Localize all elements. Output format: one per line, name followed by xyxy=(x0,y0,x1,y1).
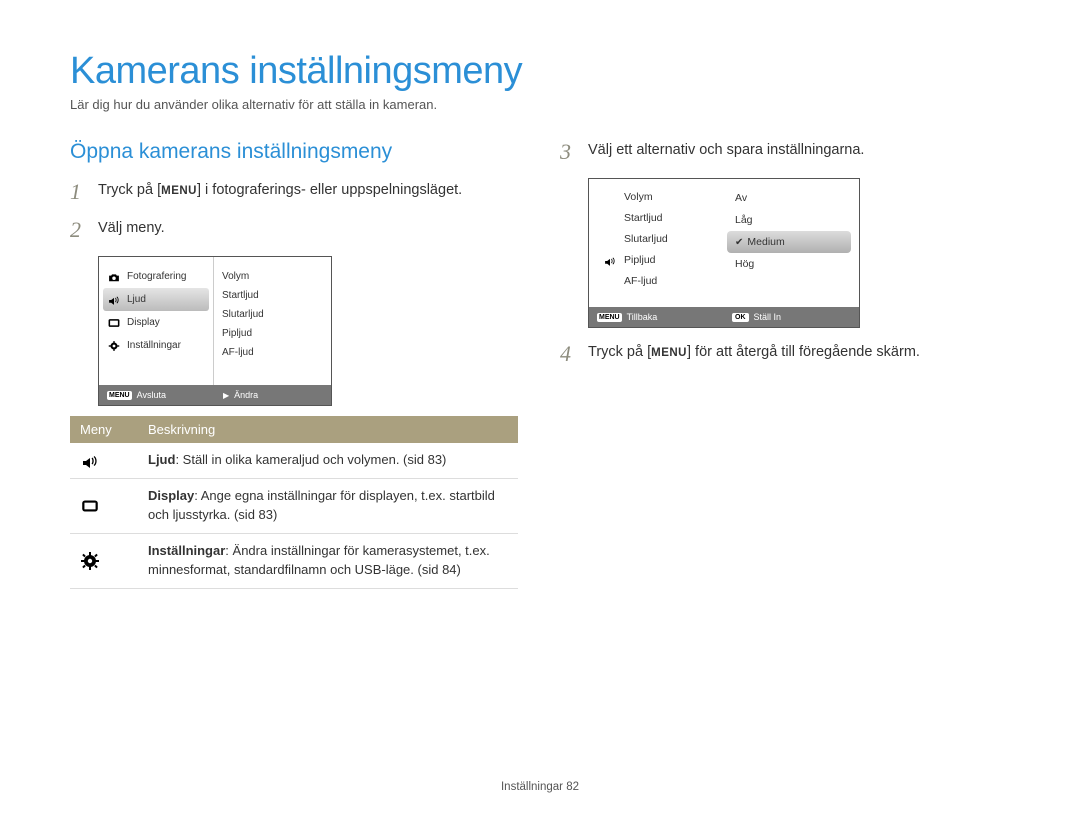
step-1-post: ] i fotograferings- eller uppspelningslä… xyxy=(197,182,462,198)
sound-icon xyxy=(107,293,121,307)
sound-icon xyxy=(603,254,617,268)
lcd-item-installningar: Inställningar xyxy=(99,334,213,357)
step-4-post: ] för att återgå till föregående skärm. xyxy=(687,344,920,360)
lcd-option: Slutarljud xyxy=(222,305,323,324)
footer-page-number: 82 xyxy=(566,781,579,793)
section-heading: Öppna kamerans inställningsmeny xyxy=(70,140,520,164)
table-row: Inställningar: Ändra inställningar för k… xyxy=(70,533,518,588)
lcd-footer: MENU Avsluta ▶ Ändra xyxy=(99,385,331,405)
display-icon xyxy=(107,316,121,330)
camera-icon xyxy=(107,270,121,284)
option-av: Av xyxy=(727,187,851,209)
step-1-number: 1 xyxy=(70,180,98,204)
step-2: 2 Välj meny. xyxy=(70,218,520,242)
lcd-item-label: Ljud xyxy=(127,294,146,305)
row-body: : Ställ in olika kameraljud och volymen.… xyxy=(175,452,446,467)
row-title: Ljud xyxy=(148,452,175,467)
step-3: 3 Välj ett alternativ och spara inställn… xyxy=(560,140,1010,164)
lcd2-left-column: Volym Startljud Slutarljud Pipljud AF-lj… xyxy=(589,179,721,307)
lcd-left-column: Fotografering Ljud Display Inställningar xyxy=(99,257,214,385)
lcd2-item: AF-ljud xyxy=(624,271,657,292)
play-icon: ▶ xyxy=(223,391,229,400)
footer-label: Inställningar xyxy=(501,781,563,793)
menu-chip: MENU xyxy=(597,313,622,322)
display-icon xyxy=(70,479,138,534)
lcd2-right-column: Av Låg ✔Medium Hög xyxy=(721,179,859,307)
lcd2-item: Pipljud xyxy=(624,250,656,271)
option-lag: Låg xyxy=(727,209,851,231)
lcd2-footer-left: Tillbaka xyxy=(627,312,658,322)
option-hog: Hög xyxy=(727,253,851,275)
page-subtitle: Lär dig hur du använder olika alternativ… xyxy=(70,97,1010,112)
menu-tag: MENU xyxy=(161,185,197,197)
check-icon: ✔ xyxy=(735,237,743,248)
lcd-option: Volym xyxy=(222,267,323,286)
sound-icon xyxy=(70,443,138,478)
step-1: 1 Tryck på [MENU] i fotograferings- elle… xyxy=(70,180,520,204)
menu-chip: MENU xyxy=(107,391,132,400)
row-title: Display xyxy=(148,488,194,503)
lcd2-footer-right: Ställ In xyxy=(754,312,782,322)
lcd-footer-right: Ändra xyxy=(234,390,258,400)
lcd-item-fotografering: Fotografering xyxy=(99,265,213,288)
page-title: Kamerans inställningsmeny xyxy=(70,50,1010,93)
lcd2-item: Slutarljud xyxy=(624,229,668,250)
step-2-text: Välj meny. xyxy=(98,218,165,242)
lcd-item-label: Inställningar xyxy=(127,340,181,351)
lcd-item-label: Display xyxy=(127,317,160,328)
lcd2-item: Startljud xyxy=(624,208,663,229)
lcd-footer-left: Avsluta xyxy=(137,390,166,400)
lcd-option: AF-ljud xyxy=(222,343,323,362)
lcd-item-ljud: Ljud xyxy=(103,288,209,311)
lcd-item-label: Fotografering xyxy=(127,271,186,282)
lcd2-item: Volym xyxy=(624,187,653,208)
step-4-number: 4 xyxy=(560,342,588,366)
table-row: Ljud: Ställ in olika kameraljud och voly… xyxy=(70,443,518,478)
page-footer: Inställningar 82 xyxy=(0,781,1080,793)
gear-icon xyxy=(70,533,138,588)
lcd2-footer: MENU Tillbaka OK Ställ In xyxy=(589,307,859,327)
table-row: Display: Ange egna inställningar för dis… xyxy=(70,479,518,534)
step-4: 4 Tryck på [MENU] för att återgå till fö… xyxy=(560,342,1010,366)
menu-tag: MENU xyxy=(651,347,687,359)
step-2-number: 2 xyxy=(70,218,98,242)
description-table: Meny Beskrivning Ljud: Ställ in olika ka… xyxy=(70,416,518,588)
camera-lcd-options: Volym Startljud Slutarljud Pipljud AF-lj… xyxy=(588,178,860,328)
step-1-pre: Tryck på [ xyxy=(98,182,161,198)
camera-lcd-menu: Fotografering Ljud Display Inställningar xyxy=(98,256,332,406)
step-3-number: 3 xyxy=(560,140,588,164)
gear-icon xyxy=(107,339,121,353)
ok-chip: OK xyxy=(732,313,749,322)
lcd-option: Pipljud xyxy=(222,324,323,343)
step-3-text: Välj ett alternativ och spara inställnin… xyxy=(588,140,864,164)
option-medium: ✔Medium xyxy=(727,231,851,253)
table-header-meny: Meny xyxy=(70,416,138,443)
lcd-right-column: Volym Startljud Slutarljud Pipljud AF-lj… xyxy=(214,257,331,385)
table-header-beskrivning: Beskrivning xyxy=(138,416,518,443)
lcd-option: Startljud xyxy=(222,286,323,305)
row-title: Inställningar xyxy=(148,543,225,558)
step-4-pre: Tryck på [ xyxy=(588,344,651,360)
row-body: : Ange egna inställningar för displayen,… xyxy=(148,488,495,522)
lcd-item-display: Display xyxy=(99,311,213,334)
